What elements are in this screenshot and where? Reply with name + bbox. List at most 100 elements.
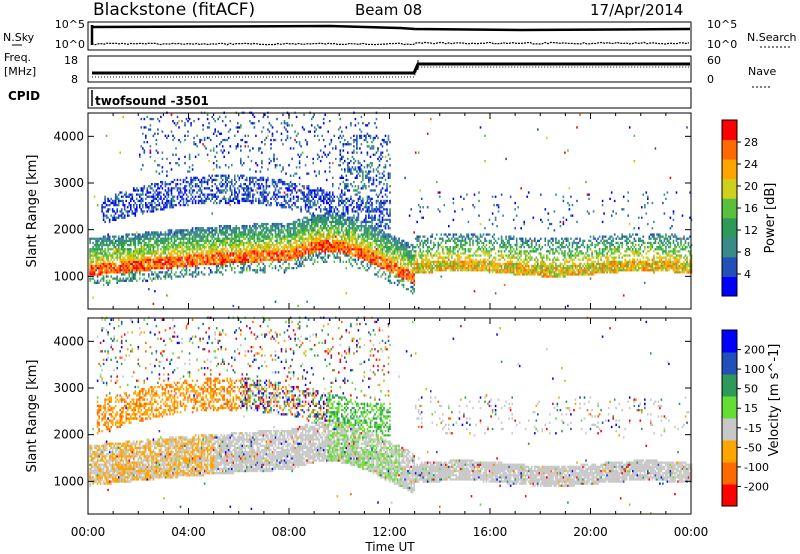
scatter-cell <box>142 248 144 251</box>
scatter-cell <box>152 248 155 251</box>
scatter-cell <box>212 162 215 165</box>
scatter-cell <box>126 267 129 270</box>
scatter-cell <box>264 258 266 261</box>
scatter-cell <box>259 239 262 242</box>
scatter-cell <box>377 235 379 238</box>
scatter-cell <box>271 235 274 238</box>
scatter-cell <box>200 201 203 205</box>
scatter-cell <box>297 231 299 234</box>
scatter-cell <box>151 271 153 274</box>
scatter-cell <box>292 195 295 198</box>
scatter-cell <box>199 180 201 184</box>
scatter-cell <box>111 248 114 251</box>
scatter-cell <box>234 237 236 240</box>
scatter-cell <box>353 168 355 171</box>
scatter-cell <box>357 250 360 253</box>
scatter-cell <box>300 256 302 259</box>
scatter-cell <box>240 252 242 255</box>
scatter-cell <box>297 195 299 198</box>
scatter-cell <box>188 260 191 263</box>
scatter-cell <box>374 136 376 140</box>
scatter-cell <box>160 233 162 236</box>
scatter-cell <box>199 239 201 242</box>
scatter-cell <box>359 197 361 200</box>
scatter-cell <box>146 231 149 234</box>
scatter-cell <box>101 208 103 211</box>
scatter-cell <box>368 237 370 240</box>
scatter-cell <box>157 183 159 186</box>
scatter-cell <box>188 256 191 259</box>
scatter-cell <box>368 170 370 173</box>
scatter-cell <box>113 241 115 245</box>
scatter-cell <box>134 208 137 211</box>
scatter-cell <box>247 252 250 255</box>
scatter-cell <box>238 201 241 205</box>
scatter-cell <box>259 231 262 234</box>
scatter-cell <box>208 262 210 266</box>
scatter-cell <box>378 220 381 224</box>
scatter-cell <box>190 180 192 184</box>
scatter-cell <box>372 176 375 179</box>
scatter-cell <box>265 187 268 190</box>
scatter-cell <box>333 239 336 242</box>
scatter-cell <box>211 185 213 188</box>
scatter-cell <box>178 187 180 190</box>
scatter-cell <box>380 143 382 146</box>
scatter-cell <box>197 229 200 232</box>
scatter-cell <box>298 155 301 158</box>
scatter-cell <box>289 246 292 249</box>
scatter-cell <box>262 178 265 182</box>
scatter-cell <box>255 170 257 173</box>
scatter-cell <box>128 214 131 217</box>
scatter-cell <box>325 199 328 203</box>
scatter-cell <box>232 197 235 200</box>
scatter-cell <box>202 124 204 127</box>
scatter-cell <box>140 248 143 251</box>
scatter-cell <box>208 273 210 276</box>
scatter-cell <box>238 250 241 253</box>
scatter-cell <box>280 267 283 270</box>
scatter-cell <box>187 170 189 173</box>
scatter-cell <box>315 225 317 228</box>
scatter-cell <box>369 227 372 230</box>
scatter-cell <box>328 220 331 224</box>
scatter-cell <box>273 246 275 249</box>
scatter-cell <box>363 227 366 230</box>
scatter-cell <box>133 233 135 236</box>
scatter-cell <box>246 189 248 192</box>
scatter-cell <box>363 220 366 224</box>
scatter-cell <box>330 208 333 211</box>
scatter-cell <box>335 250 337 253</box>
scatter-cell <box>250 258 253 261</box>
scatter-cell <box>136 269 138 272</box>
scatter-cell <box>164 237 167 240</box>
scatter-cell <box>114 235 117 238</box>
scatter-cell <box>298 239 301 242</box>
scatter-cell <box>273 191 275 194</box>
scatter-cell <box>143 210 146 213</box>
scatter-cell <box>360 143 363 146</box>
scatter-cell <box>202 176 204 179</box>
scatter-cell <box>348 239 351 242</box>
scatter-cell <box>209 250 212 253</box>
scatter-cell <box>363 231 366 234</box>
scatter-cell <box>377 233 379 236</box>
freq-left-tick-bottom: 8 <box>71 73 78 86</box>
scatter-cell <box>300 235 302 238</box>
scatter-cell <box>371 260 373 263</box>
scatter-cell <box>234 260 236 263</box>
scatter-cell <box>249 227 251 230</box>
scatter-cell <box>322 189 325 192</box>
scatter-cell <box>366 195 369 198</box>
scatter-cell <box>232 227 235 230</box>
scatter-cell <box>193 231 195 234</box>
scatter-cell <box>356 204 358 207</box>
scatter-cell <box>357 199 360 203</box>
scatter-cell <box>143 277 146 280</box>
scatter-cell <box>172 262 174 266</box>
scatter-cell <box>235 197 238 200</box>
scatter-cell <box>374 189 376 192</box>
scatter-cell <box>89 277 91 280</box>
scatter-cell <box>332 241 334 245</box>
scatter-cell <box>175 262 177 266</box>
